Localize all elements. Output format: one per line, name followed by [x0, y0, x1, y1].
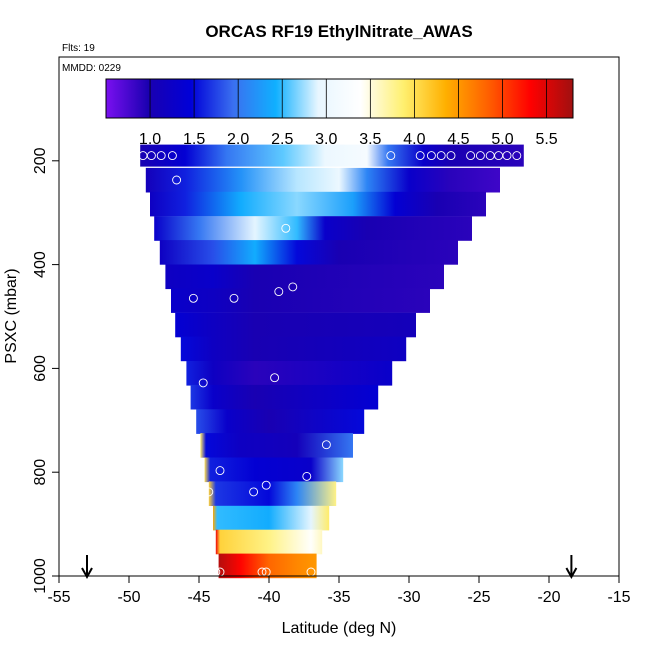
x-tick-label: -15: [607, 589, 630, 606]
sample-point: [270, 373, 280, 383]
x-axis-label: Latitude (deg N): [282, 620, 397, 637]
heatmap-cells: [140, 144, 524, 579]
sample-point: [261, 480, 271, 490]
heatmap-row: [190, 384, 379, 410]
sample-point: [288, 282, 298, 292]
latitude-arrow-head: [81, 567, 93, 580]
x-tick-label: -50: [117, 589, 140, 606]
sample-point: [436, 151, 446, 161]
chart-title: ORCAS RF19 EthylNitrate_AWAS: [205, 22, 472, 41]
sample-point: [172, 175, 182, 185]
sample-point: [188, 293, 198, 303]
sample-point: [475, 151, 485, 161]
colorbar-tick-label: 4.5: [447, 131, 469, 148]
heatmap-row: [150, 191, 486, 217]
sample-point: [426, 151, 436, 161]
x-tick-label: -25: [467, 589, 490, 606]
colorbar-tick-label: 3.5: [359, 131, 381, 148]
flights-annotation: Flts: 19: [62, 43, 95, 54]
x-tick-label: -45: [187, 589, 210, 606]
colorbar-tick-label: 1.5: [183, 131, 205, 148]
y-tick-label: 1000: [32, 558, 49, 594]
sample-points: [138, 151, 522, 577]
y-tick-label: 400: [32, 251, 49, 278]
heatmap-row: [175, 312, 416, 338]
colorbar-tick-label: 3.0: [315, 131, 337, 148]
sample-point: [446, 151, 456, 161]
colorbar-gradient: [106, 79, 573, 118]
y-axis-label: PSXC (mbar): [3, 268, 20, 363]
latitude-markers: [81, 555, 578, 580]
heatmap-row: [165, 264, 444, 290]
heatmap-row: [159, 240, 459, 265]
sample-point: [198, 378, 208, 388]
x-tick-label: -20: [537, 589, 560, 606]
colorbar-tick-label: 2.0: [227, 131, 249, 148]
sample-point: [386, 151, 396, 161]
sample-point: [274, 287, 284, 297]
sample-point: [204, 487, 214, 497]
heatmap-row: [145, 167, 501, 193]
sample-point: [466, 151, 476, 161]
heatmap-row: [218, 553, 317, 579]
heatmap-row: [196, 409, 365, 434]
sample-point: [215, 466, 225, 476]
colorbar: 1.0 1.5 2.0 2.5 3.0 3.5 4.0 4.5 5.0 5.5: [105, 78, 574, 148]
sample-point: [249, 487, 259, 497]
colorbar-tick-label: 2.5: [271, 131, 293, 148]
heatmap-row: [204, 457, 344, 483]
x-axis: -55 -50 -45 -40 -35 -30 -25 -20 -15: [47, 576, 631, 606]
heatmap-row: [208, 481, 337, 506]
colorbar-frame: [105, 78, 574, 119]
y-tick-label: 800: [32, 459, 49, 486]
heatmap-row: [200, 433, 353, 458]
sample-point: [502, 151, 512, 161]
sample-point: [167, 151, 177, 161]
heatmap-row: [215, 529, 323, 555]
sample-point: [415, 151, 425, 161]
x-tick-label: -40: [257, 589, 280, 606]
sample-point: [281, 223, 291, 233]
sample-point: [156, 151, 166, 161]
heatmap-row: [186, 361, 393, 386]
x-tick-label: -55: [47, 589, 70, 606]
latitude-arrow-head: [565, 567, 578, 580]
sample-point: [302, 471, 312, 481]
heatmap-row: [213, 505, 330, 531]
y-axis: 200 400 600 800 1000: [32, 147, 59, 594]
heatmap-row: [140, 144, 524, 167]
heatmap-row: [154, 216, 472, 241]
sample-point: [321, 440, 331, 450]
x-tick-label: -35: [327, 589, 350, 606]
sample-point: [229, 293, 239, 303]
date-annotation: MMDD: 0229: [62, 63, 121, 74]
colorbar-tick-label: 1.0: [139, 131, 161, 148]
y-tick-label: 600: [32, 355, 49, 382]
x-tick-label: -30: [397, 589, 420, 606]
sample-point: [512, 151, 522, 161]
colorbar-tick-label: 5.0: [491, 131, 513, 148]
heatmap-row: [171, 288, 430, 313]
heatmap-row: [180, 336, 407, 362]
y-tick-label: 200: [32, 147, 49, 174]
sample-point: [146, 151, 156, 161]
colorbar-tick-label: 4.0: [403, 131, 425, 148]
colorbar-tick-label: 5.5: [535, 131, 557, 148]
